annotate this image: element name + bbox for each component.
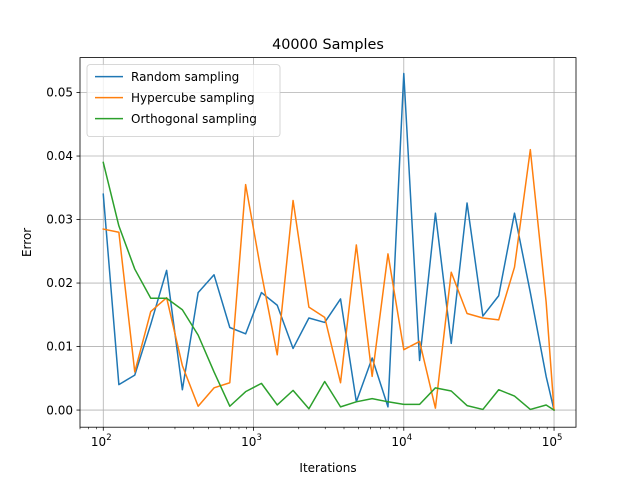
- x-tick-label-exponent: 3: [256, 433, 261, 443]
- y-tick-label: 0.04: [46, 149, 73, 163]
- series-lines: [102, 72, 556, 412]
- plot-frame: [79, 57, 577, 428]
- y-tick-label: 0.05: [46, 86, 73, 100]
- x-tick-label-base: 10: [241, 435, 256, 449]
- y-tick-label: 0.00: [46, 403, 73, 417]
- legend-box: [86, 64, 281, 137]
- x-tick-label-exponent: 2: [106, 433, 111, 443]
- legend-label: Orthogonal sampling: [131, 112, 257, 126]
- x-tick-label-exponent: 5: [557, 433, 562, 443]
- x-tick-label: 103: [241, 433, 262, 449]
- series-line-hypercube-sampling: [102, 148, 555, 411]
- x-tick-label: 102: [91, 433, 112, 449]
- legend: Random sampling Hypercube sampling Orthogo…: [86, 64, 281, 137]
- x-tick-label-base: 10: [91, 435, 106, 449]
- y-tick-label: 0.02: [46, 276, 73, 290]
- legend-label: Random sampling: [131, 70, 239, 84]
- legend-label: Hypercube sampling: [131, 91, 255, 105]
- x-axis: 102 103 104 105: [79, 427, 563, 449]
- y-tick-label: 0.03: [46, 213, 73, 227]
- x-tick-label-base: 10: [391, 435, 406, 449]
- x-tick-label: 105: [542, 433, 563, 449]
- chart-title: 40000 Samples: [272, 37, 384, 53]
- x-axis-label: Iterations: [299, 461, 356, 475]
- y-axis: 0.00 0.01 0.02 0.03 0.04 0.05: [46, 86, 80, 417]
- x-tick-label-base: 10: [542, 435, 557, 449]
- series-line-orthogonal-sampling: [102, 161, 556, 412]
- y-tick-label: 0.01: [46, 340, 73, 354]
- x-tick-label-exponent: 4: [407, 433, 412, 443]
- series-line-random-sampling: [102, 72, 555, 411]
- x-tick-label: 104: [391, 433, 412, 449]
- y-axis-label: Error: [20, 228, 34, 257]
